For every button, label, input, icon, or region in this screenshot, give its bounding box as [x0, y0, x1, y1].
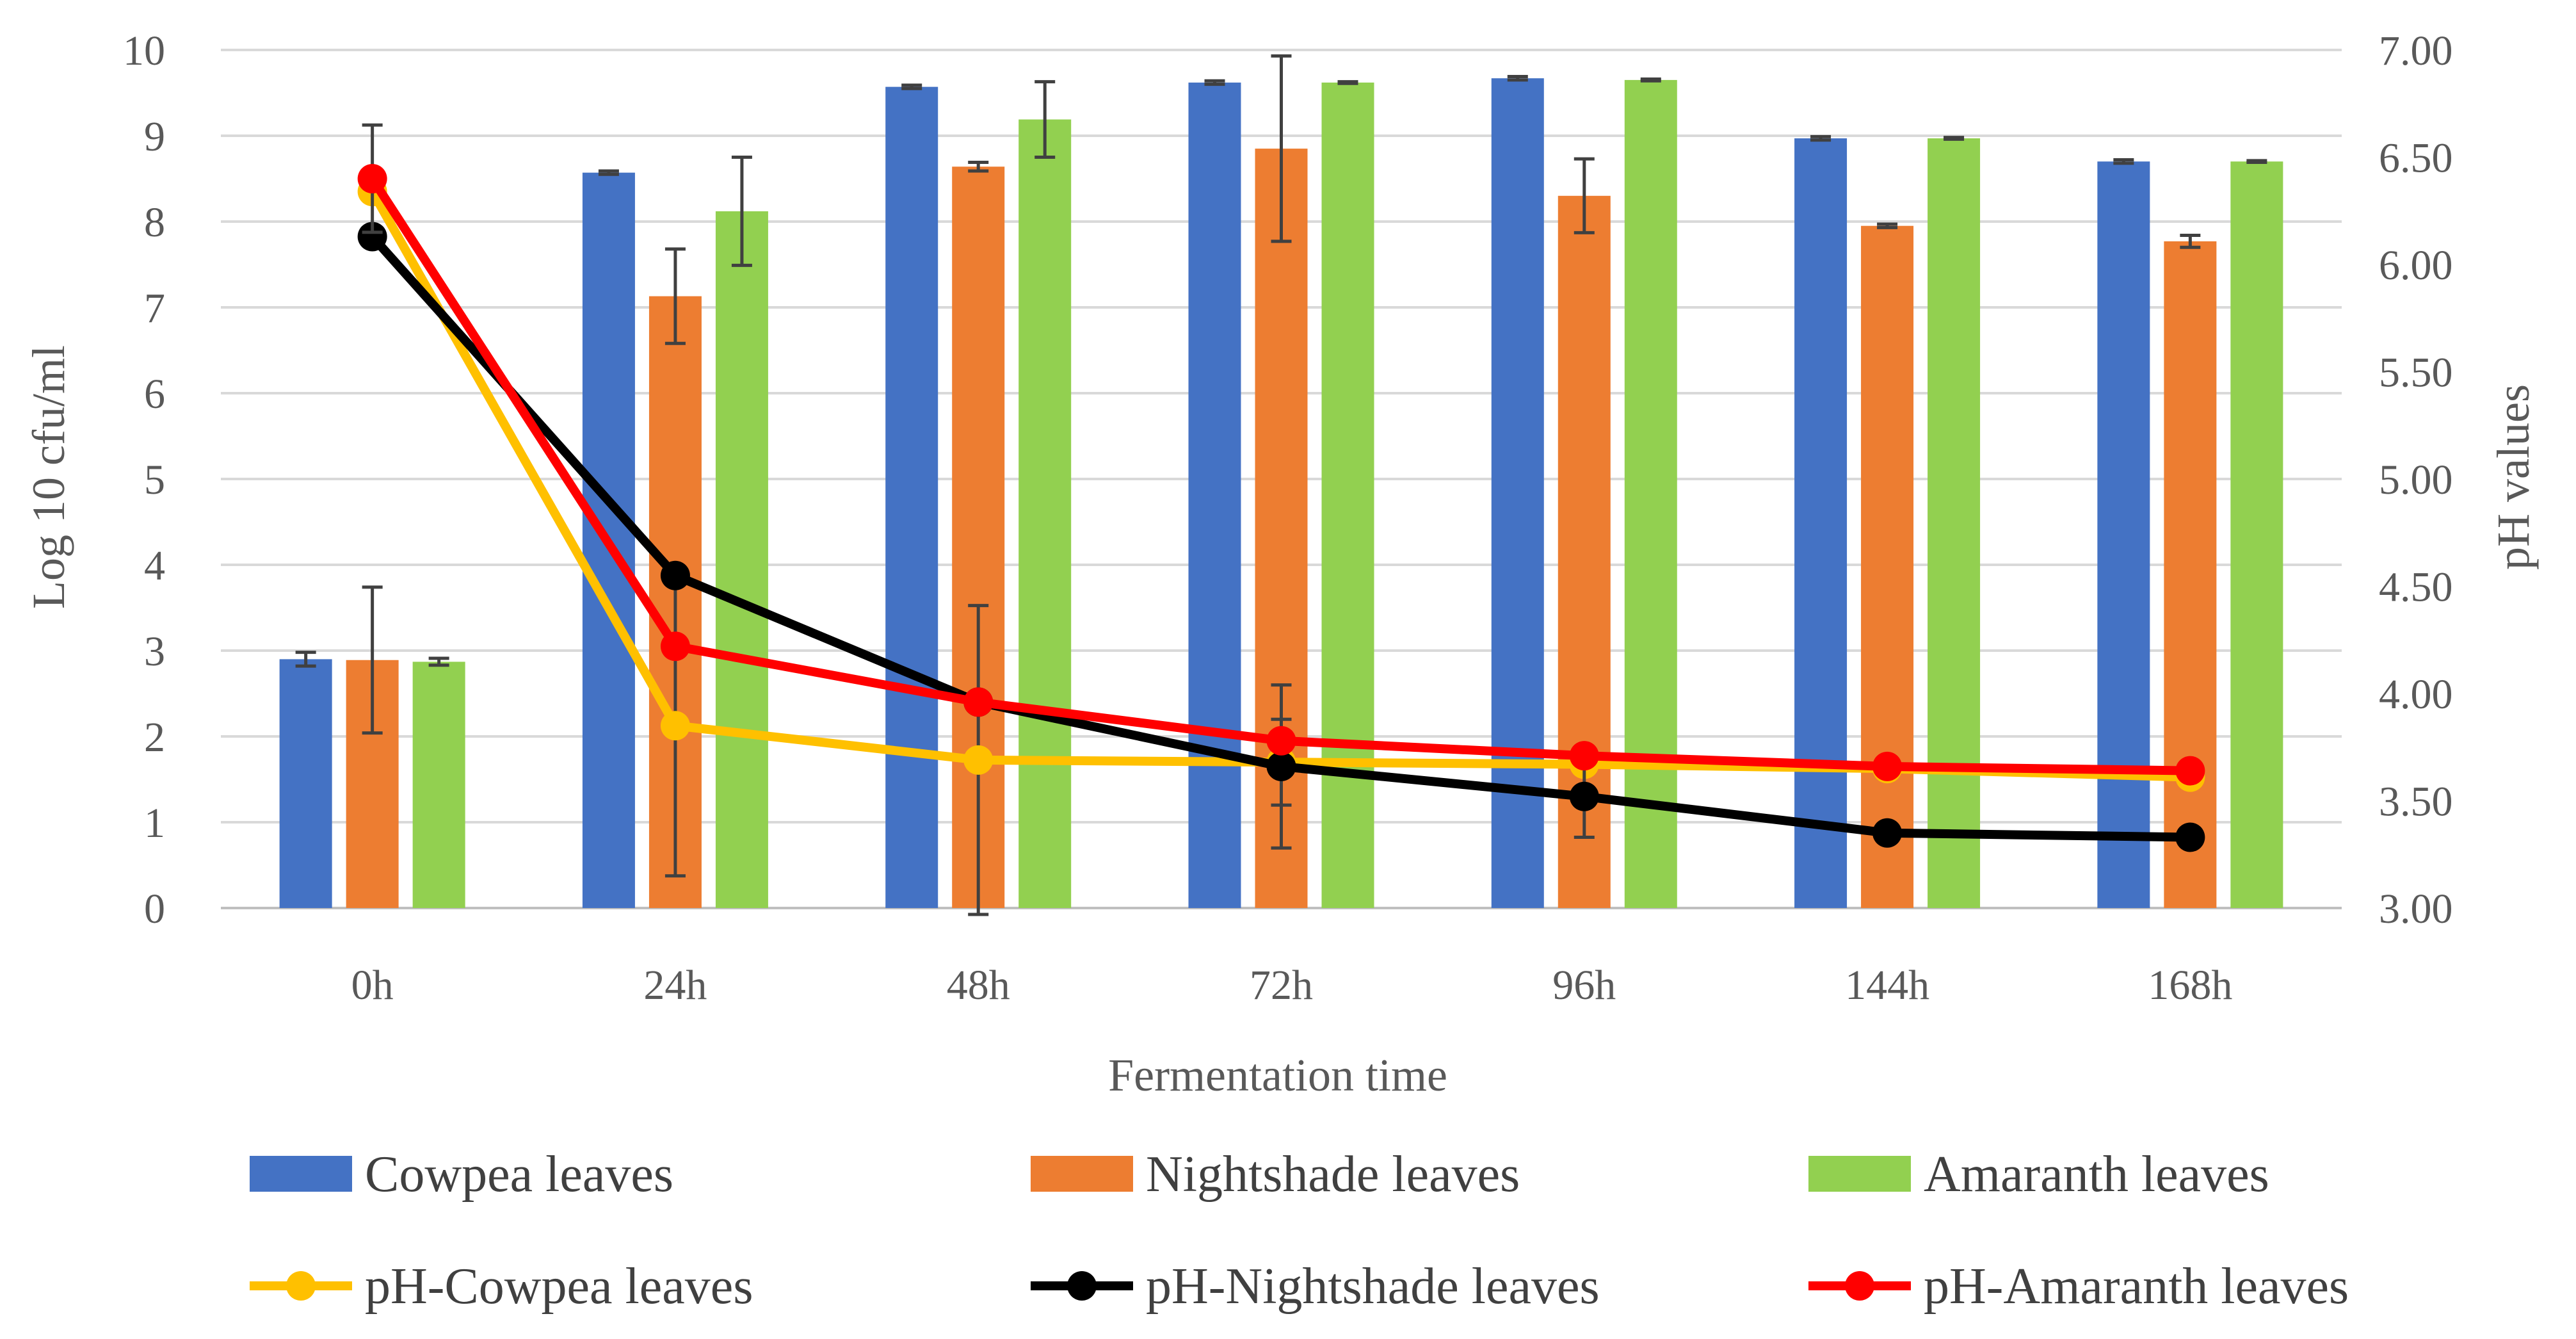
y2-tick-label: 5.00	[2379, 457, 2453, 503]
y-tick-label: 4	[144, 542, 165, 589]
bar	[1018, 119, 1072, 908]
bar	[885, 86, 938, 908]
line-point	[1872, 818, 1903, 848]
legend-label: pH-Amaranth leaves	[1924, 1258, 2349, 1315]
line-point	[1266, 751, 1296, 781]
bar	[1624, 79, 1677, 908]
y-tick-label: 0	[144, 886, 165, 932]
y-axis-title: Log 10 cfu/ml	[23, 345, 74, 609]
legend-label: pH-Cowpea leaves	[365, 1258, 753, 1315]
y2-tick-label: 4.00	[2379, 671, 2453, 718]
line-point	[1872, 751, 1903, 781]
x-axis-ticks: 0h 24h 48h 72h 96h 144h 168h	[351, 962, 2233, 1009]
y-tick-label: 1	[144, 800, 165, 847]
x-tick-label: 72h	[1250, 962, 1313, 1009]
y-tick-label: 2	[144, 714, 165, 761]
bar	[1861, 225, 1914, 909]
legend-marker	[286, 1271, 316, 1301]
y-tick-label: 10	[123, 28, 165, 74]
bar	[2230, 161, 2283, 909]
line-series-group	[357, 123, 2205, 916]
x-axis-title: Fermentation time	[1108, 1050, 1447, 1101]
y-tick-label: 5	[144, 457, 165, 503]
bar	[1321, 82, 1374, 908]
x-tick-label: 168h	[2148, 962, 2232, 1009]
line-point	[660, 560, 690, 590]
bar	[1928, 138, 1981, 908]
line-point	[963, 745, 994, 775]
bar	[2164, 241, 2217, 908]
line-point	[1266, 726, 1296, 756]
legend-label: pH-Nightshade leaves	[1146, 1258, 1600, 1315]
y2-tick-label: 7.00	[2379, 28, 2453, 74]
bar-series-group	[279, 78, 2283, 909]
y2-tick-label: 6.50	[2379, 135, 2453, 182]
line-point	[660, 711, 690, 741]
bar-error-bars	[295, 54, 2267, 735]
y2-axis-title: pH values	[2488, 384, 2539, 570]
y2-tick-label: 4.50	[2379, 564, 2453, 611]
bar	[2097, 161, 2150, 909]
y2-tick-label: 3.00	[2379, 886, 2453, 932]
legend-marker	[1067, 1271, 1097, 1301]
legend-swatch	[250, 1156, 352, 1192]
legend-label: Cowpea leaves	[365, 1146, 673, 1203]
bar	[1794, 138, 1847, 908]
line-point	[963, 687, 994, 717]
legend: Cowpea leaves Nightshade leaves Amaranth l…	[250, 1146, 2349, 1315]
x-tick-label: 48h	[947, 962, 1010, 1009]
y2-tick-label: 6.00	[2379, 242, 2453, 289]
y2-axis-ticks: 3.00 3.50 4.00 4.50 5.00 5.50 6.00 6.50 7.00	[2379, 28, 2453, 932]
bar	[715, 211, 768, 908]
y-tick-label: 9	[144, 113, 165, 160]
y-axis-ticks: 0 1 2 3 4 5 6 7 8 9 10	[123, 28, 165, 932]
y-tick-label: 6	[144, 371, 165, 418]
bar	[279, 659, 332, 908]
line-point	[357, 222, 387, 252]
legend-label: Amaranth leaves	[1924, 1146, 2269, 1203]
bar	[1188, 82, 1241, 908]
legend-label: Nightshade leaves	[1146, 1146, 1520, 1203]
line-point	[1569, 741, 1599, 771]
y-tick-label: 8	[144, 199, 165, 246]
bar	[412, 661, 465, 908]
line-point	[2175, 756, 2205, 786]
line-point	[357, 164, 387, 193]
x-tick-label: 24h	[643, 962, 707, 1009]
y-tick-label: 7	[144, 285, 165, 332]
legend-marker	[1845, 1271, 1874, 1301]
x-tick-label: 0h	[351, 962, 394, 1009]
y-tick-label: 3	[144, 628, 165, 675]
line-point	[1569, 781, 1599, 811]
legend-swatch	[1031, 1156, 1133, 1192]
x-tick-label: 96h	[1552, 962, 1616, 1009]
x-tick-label: 144h	[1845, 962, 1929, 1009]
y2-tick-label: 5.50	[2379, 350, 2453, 396]
line-point	[660, 631, 690, 661]
line-point	[2175, 822, 2205, 852]
bar	[1491, 78, 1544, 909]
legend-swatch	[1808, 1156, 1911, 1192]
y2-tick-label: 3.50	[2379, 779, 2453, 825]
